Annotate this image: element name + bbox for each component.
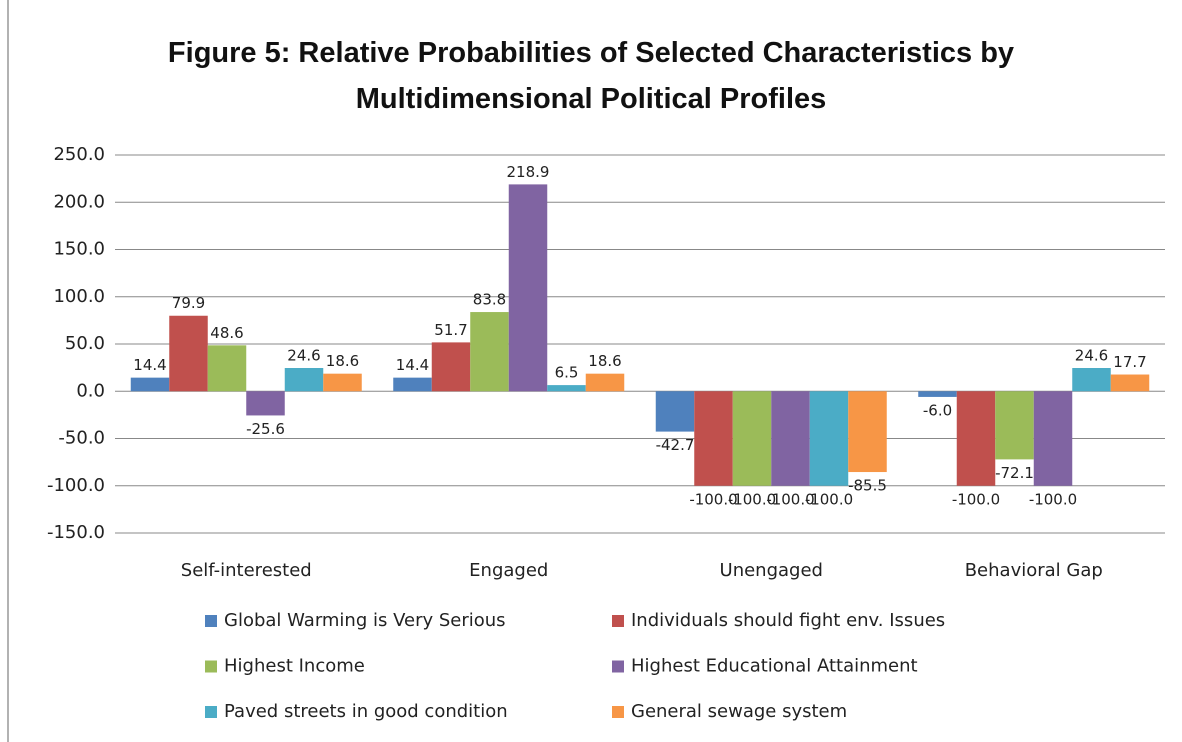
chart-title: Figure 5: Relative Probabilities of Sele…: [167, 37, 1015, 115]
legend-swatch: [205, 615, 217, 627]
legend-label: Global Warming is Very Serious: [224, 610, 506, 631]
data-label: -100.0: [728, 490, 776, 508]
y-tick-label: 250.0: [53, 144, 105, 165]
bar: [169, 315, 208, 392]
bar: [771, 391, 810, 486]
x-tick-label: Engaged: [469, 560, 548, 581]
bar: [732, 391, 772, 486]
data-label: 79.9: [172, 294, 205, 312]
bar: [284, 368, 324, 392]
data-label: 48.6: [210, 324, 243, 342]
data-label: 83.8: [473, 291, 506, 309]
legend-swatch: [612, 706, 624, 718]
bar: [207, 345, 247, 392]
bar: [470, 312, 509, 392]
data-label: -100.0: [805, 490, 853, 508]
bar: [130, 377, 170, 392]
y-tick-label: 150.0: [53, 239, 105, 260]
data-label: -42.7: [656, 436, 695, 454]
data-label: 18.6: [588, 352, 621, 370]
data-label: -100.0: [1029, 490, 1077, 508]
y-tick-label: -50.0: [58, 428, 105, 449]
bar: [585, 373, 625, 392]
bar: [956, 391, 996, 486]
data-label: -6.0: [923, 401, 952, 419]
bar: [246, 391, 285, 416]
bar: [848, 391, 887, 473]
x-tick-label: Self-interested: [181, 560, 312, 581]
data-label: 51.7: [434, 321, 467, 339]
data-label: 24.6: [287, 347, 320, 365]
bar: [995, 391, 1034, 460]
legend-swatch: [205, 660, 217, 673]
title-box: Figure 5: Relative Probabilities of Sele…: [0, 30, 1182, 122]
data-label: 6.5: [555, 364, 579, 382]
x-tick-label: Unengaged: [720, 560, 823, 581]
data-label: 14.4: [396, 356, 429, 374]
y-tick-label: -100.0: [47, 475, 105, 496]
bar: [1033, 391, 1073, 486]
bar: [1110, 374, 1150, 392]
data-label: 24.6: [1075, 347, 1108, 365]
legend-swatch: [205, 706, 217, 718]
legend-label: Individuals should fight env. Issues: [631, 610, 945, 631]
bar: [655, 391, 695, 432]
y-tick-label: 0.0: [76, 380, 105, 401]
data-label: -100.0: [952, 490, 1000, 508]
data-label: 14.4: [133, 356, 166, 374]
bar: [431, 342, 471, 392]
legend-swatch: [612, 660, 624, 673]
bar: [323, 373, 362, 392]
data-label: 17.7: [1113, 353, 1146, 371]
legend-label: Paved streets in good condition: [224, 701, 508, 722]
x-tick-label: Behavioral Gap: [965, 560, 1103, 581]
y-tick-label: 200.0: [53, 191, 105, 212]
legend-label: General sewage system: [631, 701, 847, 722]
data-label: -100.0: [766, 490, 814, 508]
y-tick-label: -150.0: [47, 522, 105, 543]
bar: [809, 391, 849, 486]
bar: [694, 391, 733, 486]
legend-label: Highest Income: [224, 656, 365, 677]
data-label: 218.9: [507, 163, 550, 181]
data-label: 18.6: [326, 352, 359, 370]
data-label: -25.6: [246, 420, 285, 438]
y-tick-label: 50.0: [65, 333, 105, 354]
legend-swatch: [612, 615, 624, 627]
bar: [547, 385, 586, 392]
y-tick-label: 100.0: [53, 286, 105, 307]
bar: [918, 391, 957, 397]
data-label: -85.5: [848, 477, 887, 495]
bar: [1072, 368, 1111, 392]
bar: [393, 377, 432, 392]
legend-label: Highest Educational Attainment: [631, 656, 918, 677]
data-label: -100.0: [689, 490, 737, 508]
data-label: -72.1: [995, 464, 1034, 482]
bar: [508, 184, 548, 392]
